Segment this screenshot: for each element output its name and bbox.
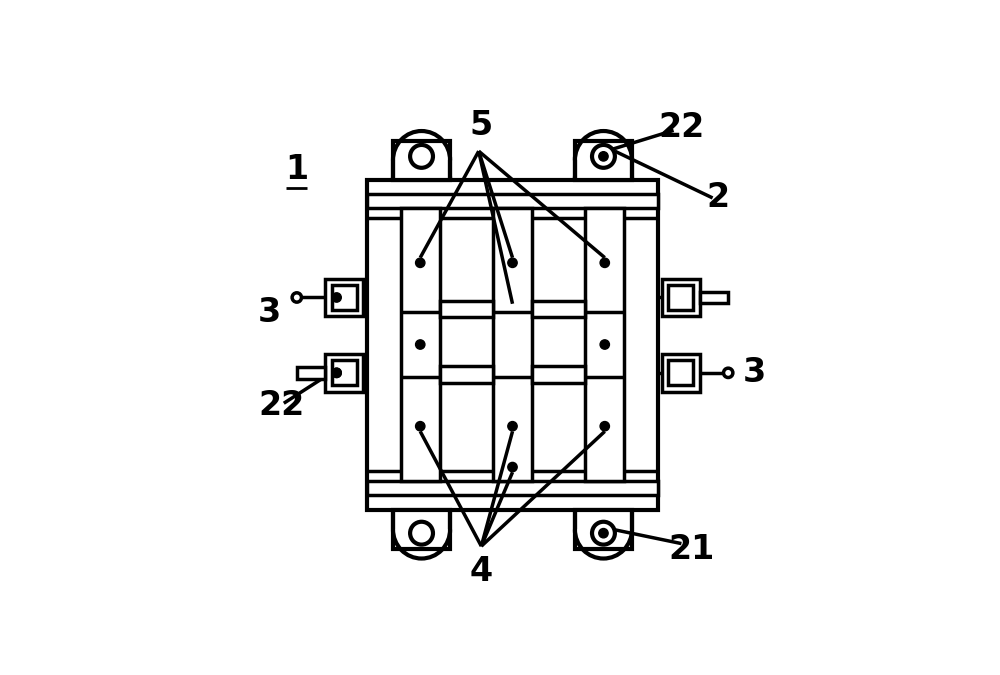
- Bar: [367, 194, 658, 209]
- Text: 21: 21: [669, 533, 715, 566]
- Bar: [662, 279, 700, 316]
- Circle shape: [592, 522, 615, 545]
- Circle shape: [592, 145, 615, 168]
- Text: 3: 3: [743, 356, 766, 389]
- Bar: [401, 209, 440, 481]
- Bar: [668, 285, 693, 310]
- Bar: [662, 354, 700, 391]
- Bar: [700, 292, 728, 303]
- Circle shape: [332, 293, 341, 302]
- Circle shape: [599, 529, 608, 538]
- Circle shape: [600, 258, 609, 267]
- Bar: [532, 366, 585, 383]
- Circle shape: [416, 422, 425, 431]
- Circle shape: [599, 152, 608, 161]
- Bar: [393, 141, 450, 180]
- Circle shape: [600, 422, 609, 431]
- Bar: [440, 300, 493, 317]
- Bar: [297, 367, 325, 379]
- Circle shape: [508, 462, 517, 472]
- Text: 1: 1: [285, 153, 308, 186]
- Bar: [367, 481, 658, 495]
- Bar: [332, 285, 357, 310]
- Bar: [367, 180, 658, 510]
- Bar: [575, 510, 632, 549]
- Circle shape: [410, 145, 433, 168]
- Text: 3: 3: [258, 296, 281, 329]
- Text: 5: 5: [470, 109, 493, 142]
- Bar: [393, 510, 450, 549]
- Bar: [532, 300, 585, 317]
- Circle shape: [416, 340, 425, 349]
- Text: 22: 22: [258, 389, 304, 423]
- Bar: [668, 360, 693, 385]
- Bar: [332, 360, 357, 385]
- Bar: [493, 209, 532, 481]
- Bar: [585, 209, 624, 481]
- Circle shape: [332, 368, 341, 377]
- Bar: [325, 279, 363, 316]
- Circle shape: [416, 258, 425, 267]
- Circle shape: [292, 293, 301, 302]
- Circle shape: [508, 422, 517, 431]
- Bar: [325, 354, 363, 391]
- Circle shape: [410, 522, 433, 545]
- Text: 2: 2: [706, 182, 729, 215]
- Text: 4: 4: [470, 555, 493, 588]
- Bar: [575, 141, 632, 180]
- Circle shape: [332, 368, 341, 377]
- Bar: [440, 366, 493, 383]
- Text: 22: 22: [658, 111, 705, 144]
- Circle shape: [508, 258, 517, 267]
- Circle shape: [600, 340, 609, 349]
- Circle shape: [724, 368, 733, 377]
